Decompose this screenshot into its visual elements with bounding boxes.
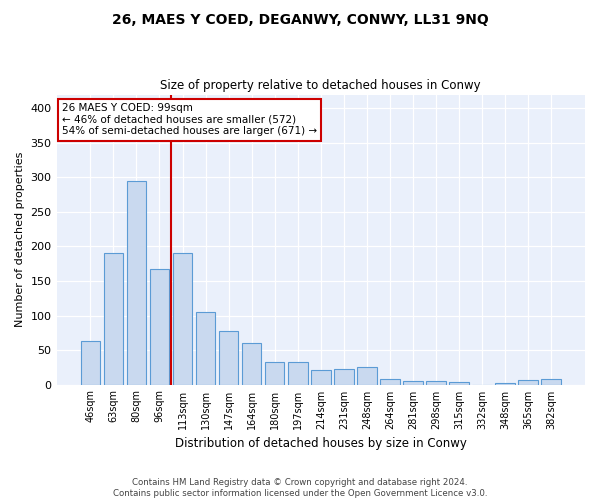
Title: Size of property relative to detached houses in Conwy: Size of property relative to detached ho… [160, 79, 481, 92]
Bar [426, 381, 446, 384]
Bar [265, 362, 284, 384]
Text: 26, MAES Y COED, DEGANWY, CONWY, LL31 9NQ: 26, MAES Y COED, DEGANWY, CONWY, LL31 9N… [112, 12, 488, 26]
Bar [334, 370, 353, 384]
Bar [380, 379, 400, 384]
Text: Contains HM Land Registry data © Crown copyright and database right 2024.
Contai: Contains HM Land Registry data © Crown c… [113, 478, 487, 498]
Bar [496, 383, 515, 384]
Y-axis label: Number of detached properties: Number of detached properties [15, 152, 25, 327]
Bar [449, 382, 469, 384]
Bar [173, 254, 193, 384]
Bar [288, 362, 308, 384]
Bar [242, 343, 262, 384]
Bar [541, 379, 561, 384]
Bar [357, 366, 377, 384]
Bar [403, 381, 423, 384]
Bar [219, 330, 238, 384]
Bar [196, 312, 215, 384]
X-axis label: Distribution of detached houses by size in Conwy: Distribution of detached houses by size … [175, 437, 467, 450]
Text: 26 MAES Y COED: 99sqm
← 46% of detached houses are smaller (572)
54% of semi-det: 26 MAES Y COED: 99sqm ← 46% of detached … [62, 104, 317, 136]
Bar [518, 380, 538, 384]
Bar [311, 370, 331, 384]
Bar [149, 268, 169, 384]
Bar [104, 254, 123, 384]
Bar [127, 181, 146, 384]
Bar [80, 341, 100, 384]
